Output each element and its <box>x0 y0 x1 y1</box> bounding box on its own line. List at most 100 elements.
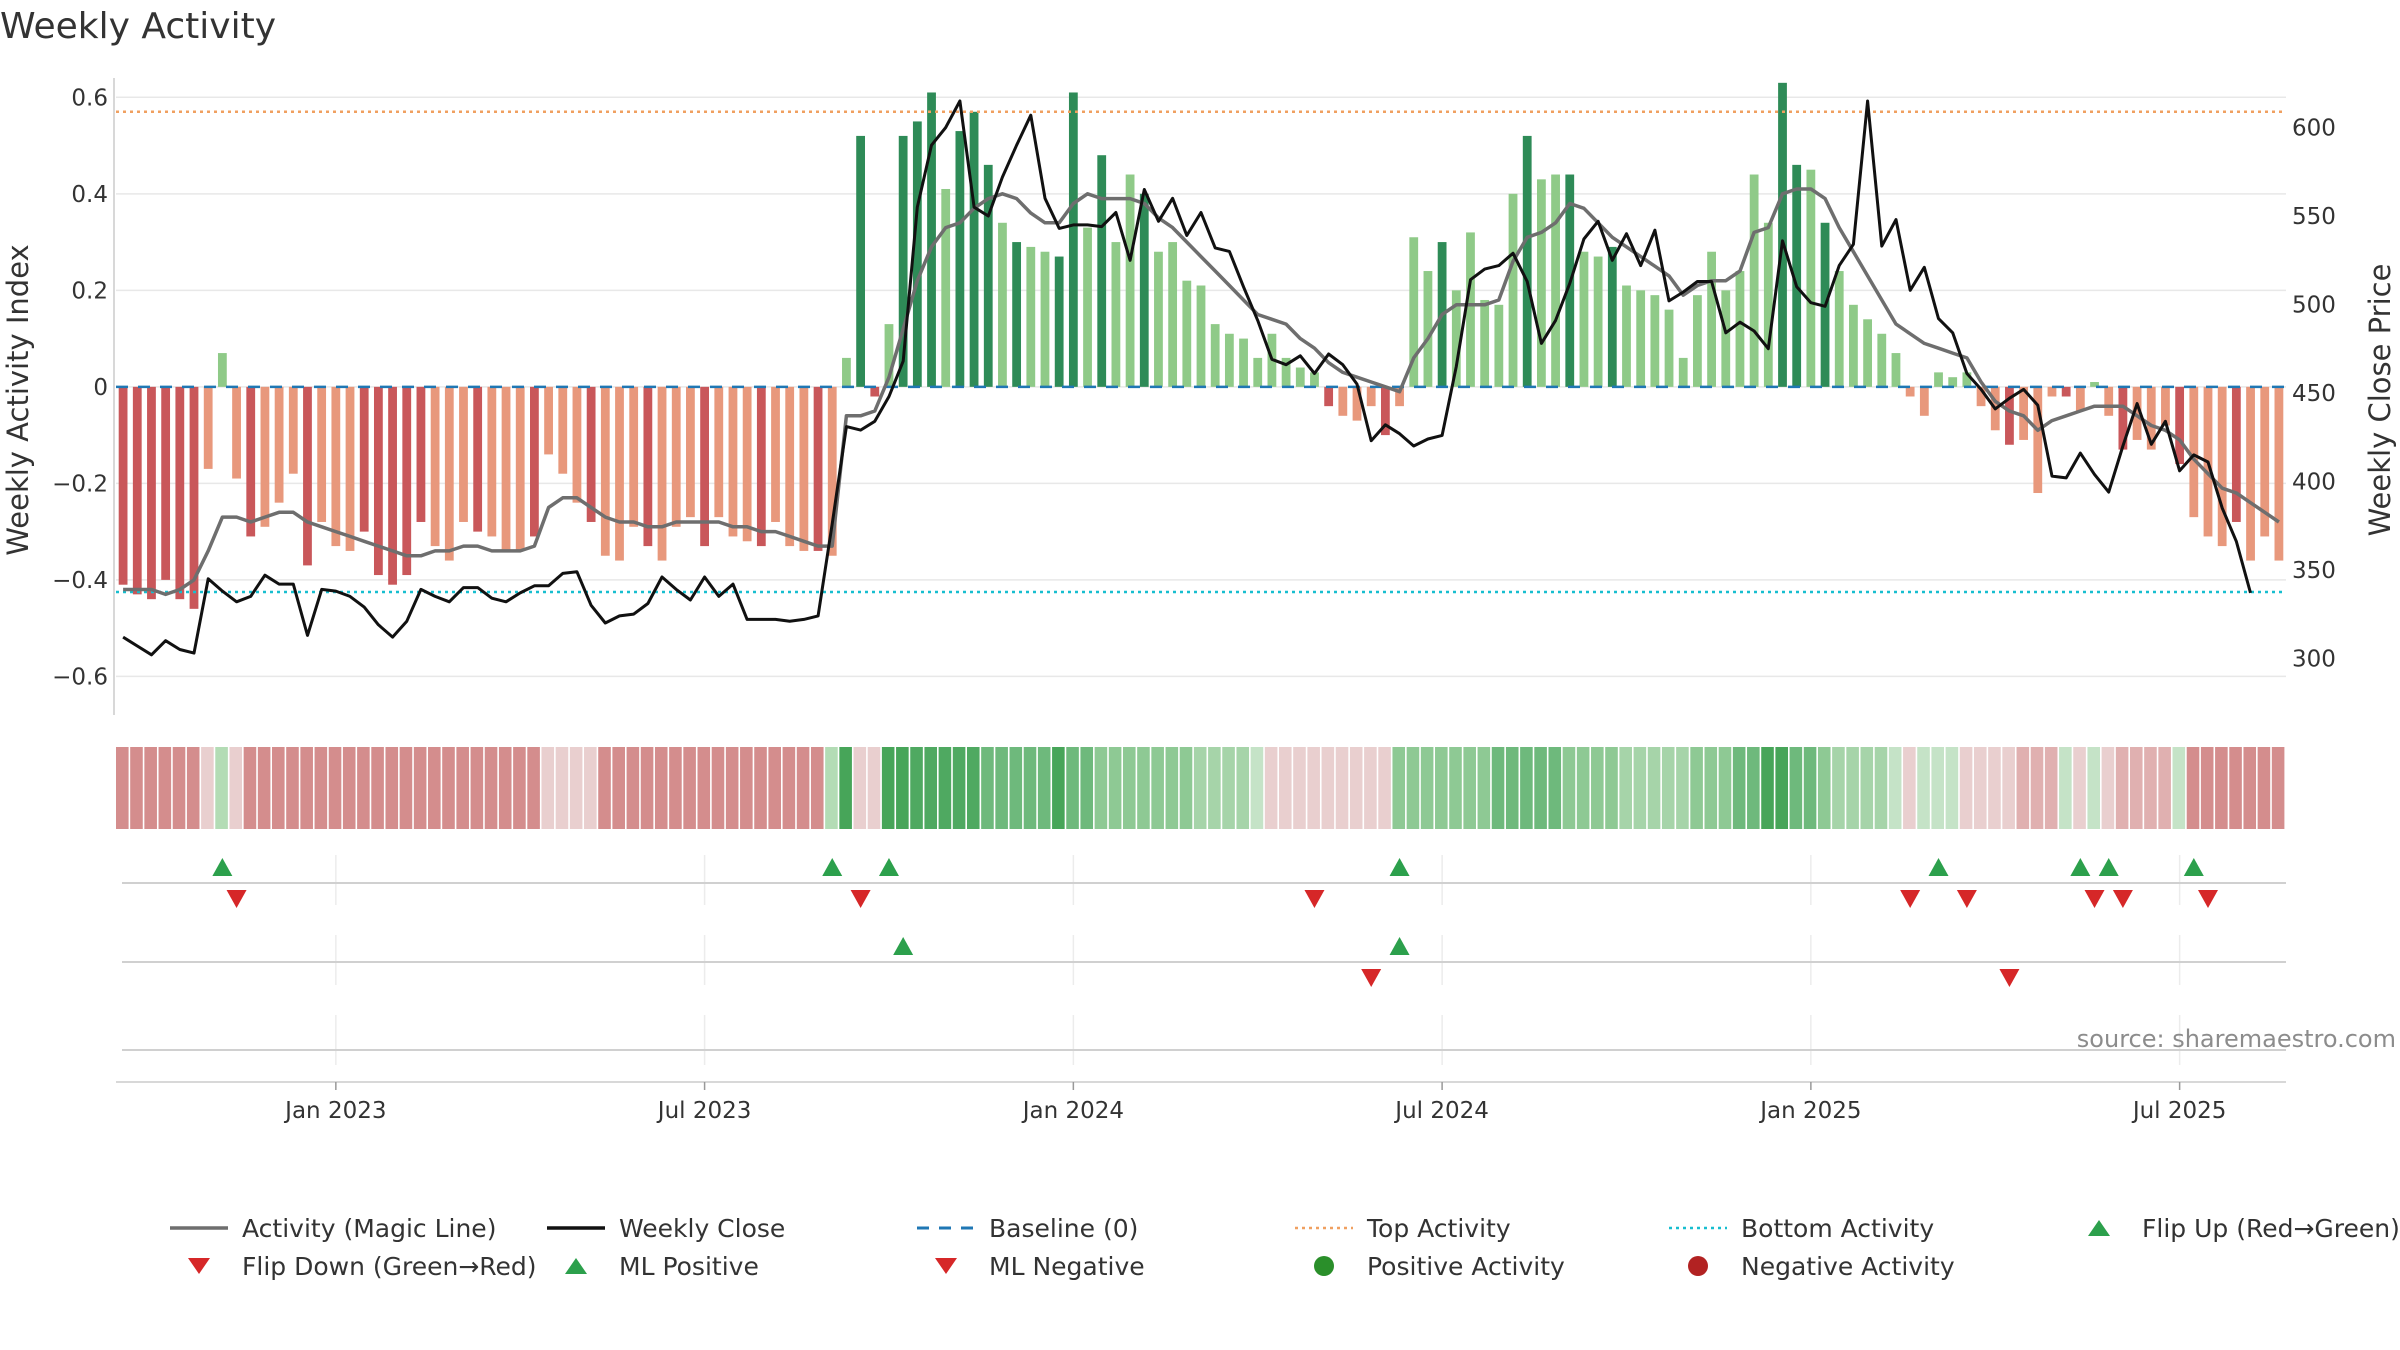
legend-circle-icon <box>1314 1256 1334 1276</box>
strip-cell <box>1179 747 1193 829</box>
strip-cell <box>1860 747 1874 829</box>
activity-bar <box>430 386 440 547</box>
activity-bar <box>1948 377 1958 387</box>
activity-bar <box>1607 246 1617 387</box>
strip-cell <box>1491 747 1505 829</box>
activity-bar <box>459 386 468 522</box>
activity-bar <box>303 386 312 566</box>
strip-cell <box>158 747 172 829</box>
y2-tick-label: 500 <box>2292 292 2336 318</box>
ml-positive-marker <box>1389 937 1410 955</box>
strip-cell <box>1874 747 1888 829</box>
strip-cell <box>2115 747 2129 829</box>
strip-cell <box>130 747 143 829</box>
strip-cell <box>839 747 852 829</box>
strip-cell <box>867 747 881 829</box>
strip-cell <box>1676 747 1689 829</box>
activity-bar <box>912 121 922 387</box>
activity-bar <box>2075 386 2085 411</box>
activity-bar <box>1480 299 1490 387</box>
legend-swatch <box>170 1226 228 1230</box>
flip-up-marker <box>822 858 843 876</box>
activity-bar <box>1324 386 1334 407</box>
legend-triangle-down-icon <box>935 1258 957 1274</box>
strip-cell <box>1747 747 1760 829</box>
strip-cell <box>1449 747 1462 829</box>
strip-cell <box>598 747 611 829</box>
strip-cell <box>1066 747 1079 829</box>
strip-cell <box>1122 747 1136 829</box>
strip-cell <box>1392 747 1406 829</box>
activity-bar <box>1154 251 1163 387</box>
strip-cell <box>1335 747 1349 829</box>
activity-bar <box>487 386 497 537</box>
legend-triangle-up-icon <box>2088 1220 2110 1236</box>
strip-cell <box>1293 747 1306 829</box>
y-axis-title: Weekly Activity Index <box>1 244 35 555</box>
strip-cell <box>186 747 200 829</box>
strip-cell <box>725 747 739 829</box>
legend-swatch <box>1669 1226 1727 1230</box>
activity-bar <box>544 386 553 455</box>
activity-bar <box>2061 386 2071 397</box>
x-tick-label: Jul 2025 <box>2131 1098 2227 1124</box>
strip-cell <box>286 747 299 829</box>
activity-bar <box>1522 135 1532 387</box>
y-tick-label: 0 <box>93 375 108 401</box>
activity-bar <box>1310 372 1319 387</box>
activity-bar <box>1139 193 1149 387</box>
activity-bar <box>1494 304 1504 387</box>
activity-bar <box>1579 251 1589 387</box>
activity-bar <box>700 386 709 547</box>
strip-cell <box>1520 747 1533 829</box>
strip-cell <box>740 747 753 829</box>
activity-bar <box>1068 92 1078 387</box>
axes: 0.6 0.4 0.2 0 −0.2 −0.4 −0.6 600 550 500 450 400 350… <box>52 78 2336 715</box>
legend-swatch <box>917 1226 975 1230</box>
flip-up-marker <box>2183 858 2204 876</box>
strip-cell <box>711 747 725 829</box>
strip-cell <box>243 747 257 829</box>
activity-heat-strip <box>116 747 2285 829</box>
activity-bar <box>444 386 454 561</box>
strip-cell <box>498 747 512 829</box>
activity-bar <box>260 386 270 527</box>
activity-bar <box>501 386 511 551</box>
strip-cell <box>1534 747 1547 829</box>
activity-bar <box>870 386 880 397</box>
activity-bar <box>1536 179 1546 387</box>
strip-cell <box>1477 747 1491 829</box>
legend-swatch <box>1314 1256 1334 1276</box>
activity-bar <box>530 386 539 537</box>
strip-cell <box>257 747 271 829</box>
strip-cell <box>853 747 867 829</box>
strip-cell <box>470 747 484 829</box>
legend-label: ML Positive <box>619 1251 759 1281</box>
activity-bar <box>941 188 951 387</box>
strip-cell <box>1463 747 1476 829</box>
activity-bar <box>813 386 823 551</box>
activity-bar <box>2189 386 2199 518</box>
legend-swatch <box>1295 1226 1353 1230</box>
strip-cell <box>2129 747 2143 829</box>
strip-cell <box>796 747 810 829</box>
activity-bar <box>657 386 667 561</box>
y2-tick-label: 400 <box>2292 469 2336 495</box>
strip-cell <box>342 747 356 829</box>
legend-swatch <box>188 1258 210 1274</box>
activity-bar <box>1849 304 1858 387</box>
y-tick-label: −0.6 <box>52 664 108 690</box>
activity-bar <box>1735 271 1745 387</box>
strip-cell <box>1378 747 1391 829</box>
strip-cell <box>229 747 243 829</box>
strip-cell <box>669 747 682 829</box>
activity-bar <box>388 386 397 585</box>
activity-bar <box>1749 174 1759 387</box>
activity-bar <box>1721 290 1731 387</box>
strip-cell <box>640 747 654 829</box>
legend-swatch <box>565 1258 587 1274</box>
y2-axis-title: Weekly Close Price <box>2363 264 2397 537</box>
activity-bar <box>1026 246 1036 387</box>
strip-cell <box>1647 747 1661 829</box>
